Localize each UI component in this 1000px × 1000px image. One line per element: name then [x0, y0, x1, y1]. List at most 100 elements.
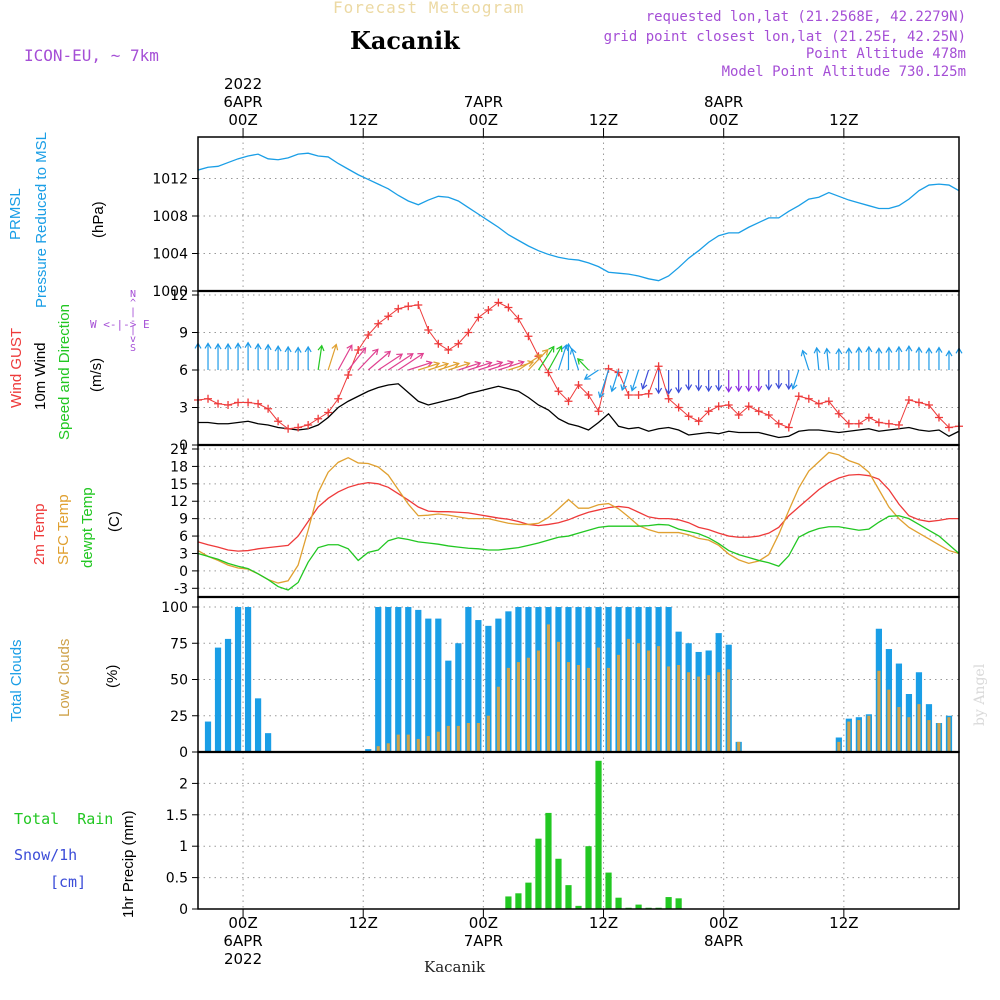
wind-arrow [438, 362, 459, 371]
wind-arrow-head [675, 387, 683, 394]
bar-low-clouds [536, 650, 540, 752]
gust-marker [434, 339, 443, 348]
gust-marker [204, 394, 213, 403]
gust-marker [384, 312, 393, 321]
wind-arrow-head [541, 348, 549, 356]
wind-arrow-head [905, 345, 913, 352]
gust-marker [454, 339, 463, 348]
bar-low-clouds [526, 657, 530, 752]
wind-arrow-head [264, 343, 272, 351]
ytick-label-wind: 6 [179, 363, 188, 379]
ytick-label-clouds: 50 [170, 673, 188, 689]
wind-arrow-head [597, 391, 605, 399]
wind-arrow [327, 344, 337, 371]
wind-arrow [498, 361, 524, 371]
gust-marker [494, 298, 503, 307]
bar-precip [605, 872, 612, 909]
bar-low-clouds [837, 741, 841, 752]
ytick-label-pressure: 1008 [152, 209, 188, 225]
wind-arrow-head [496, 360, 504, 368]
precip-cm-label: [cm] [50, 873, 87, 891]
wind-arrow [357, 348, 379, 371]
gust-marker [934, 413, 943, 422]
gust-marker [734, 411, 743, 419]
gust-marker [724, 401, 733, 409]
ytick-label-temperature: 3 [179, 546, 188, 562]
wind-arrow-head [895, 345, 903, 353]
bar-low-clouds [677, 665, 681, 752]
wind-arrow-head [564, 342, 573, 350]
bar-low-clouds [697, 676, 701, 752]
wind-arrow-head [620, 384, 627, 392]
bar-total-clouds [204, 721, 212, 752]
bar-low-clouds [717, 672, 721, 752]
wind-arrow-head [755, 385, 763, 393]
bar-low-clouds [576, 665, 581, 752]
wind-arrow [347, 347, 367, 371]
wind-arrow-head [630, 384, 637, 392]
bar-low-clouds [627, 638, 631, 752]
gust-marker [884, 419, 893, 428]
bar-low-clouds [506, 667, 510, 752]
gust-marker [754, 407, 763, 416]
bar-precip [525, 882, 532, 909]
wind-arrow-head [442, 361, 450, 369]
gust-marker [894, 421, 903, 429]
gust-marker [854, 419, 863, 428]
ytick-label-precip: 1.5 [166, 808, 188, 824]
bar-low-clouds [907, 717, 911, 752]
wind-arrow [387, 353, 414, 371]
gust-marker [254, 399, 263, 408]
wind-arrow-head [556, 345, 563, 353]
requested-coords: requested lon,lat (21.2568E, 42.2279N) [645, 9, 966, 25]
bar-total-clouds [234, 607, 242, 752]
wind-arrow-head [765, 384, 773, 391]
wind-arrow-head [569, 347, 577, 355]
bar-low-clouds [416, 738, 420, 752]
bar-low-clouds [947, 717, 951, 752]
wind-arrow [488, 361, 514, 371]
gust-marker [374, 319, 383, 328]
wind-arrow-head [800, 349, 808, 357]
ytick-label-temperature: 12 [170, 494, 188, 510]
bar-low-clouds [496, 686, 500, 752]
gust-marker [274, 417, 283, 426]
bar-precip [505, 896, 512, 909]
wind-arrow [584, 369, 599, 380]
wind-arrow-head [813, 346, 821, 354]
wind-arrow-head [433, 361, 441, 369]
wind-arrow [631, 369, 640, 391]
gust-marker [654, 362, 663, 371]
gust-marker [264, 404, 273, 413]
gust-marker [824, 397, 833, 406]
top-time-label: 12Z [829, 111, 858, 129]
bar-precip [615, 897, 622, 909]
gust-marker [944, 423, 953, 432]
bottom-time-label: 12Z [349, 914, 378, 932]
gust-marker [844, 419, 853, 428]
ytick-label-pressure: 1000 [152, 284, 188, 300]
series-prmsl-line [197, 152, 960, 282]
wind-arrow [397, 352, 424, 371]
bar-precip [575, 905, 582, 909]
wind-arrow [337, 344, 353, 371]
wind-arrow [599, 369, 610, 398]
gust-marker [664, 394, 673, 403]
wind-arrow-head [855, 346, 863, 353]
wind-arrow-head [835, 347, 843, 355]
ytick-label-wind: 12 [170, 288, 188, 304]
ytick-label-precip: 2 [179, 776, 188, 792]
wind-arrow [518, 354, 542, 371]
bottom-time-label: 00Z [228, 914, 257, 932]
gust-marker [644, 389, 653, 398]
wind-arrow-head [685, 384, 693, 391]
gust-marker [814, 399, 823, 408]
wind-arrow [621, 369, 630, 391]
gust-marker [524, 332, 533, 341]
wind-arrow-head [735, 385, 743, 393]
wind-arrow-head [935, 346, 943, 353]
wind-arrow-head [705, 385, 713, 393]
wind-arrow [547, 345, 563, 371]
bar-low-clouds [927, 720, 931, 752]
